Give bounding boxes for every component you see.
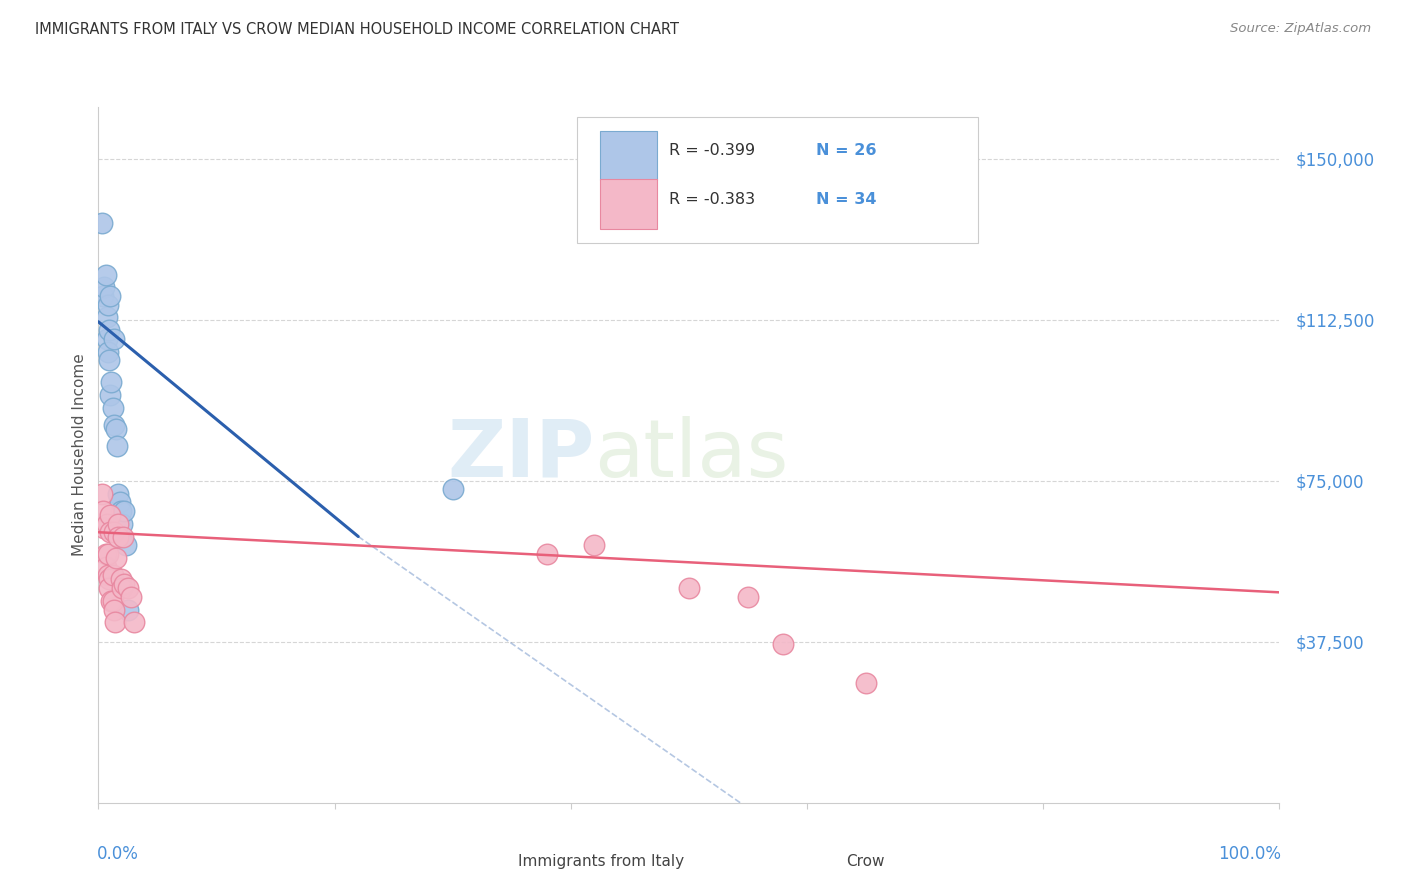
Point bbox=[105, 439, 128, 453]
Text: atlas: atlas bbox=[595, 416, 789, 494]
Point bbox=[91, 216, 114, 230]
Point bbox=[583, 538, 606, 552]
Point bbox=[91, 289, 114, 303]
Point bbox=[101, 594, 124, 608]
FancyBboxPatch shape bbox=[600, 179, 657, 229]
Text: Crow: Crow bbox=[846, 855, 884, 870]
Point bbox=[94, 559, 117, 574]
Point bbox=[117, 602, 139, 616]
Text: N = 26: N = 26 bbox=[817, 144, 877, 159]
Text: 0.0%: 0.0% bbox=[97, 845, 139, 863]
FancyBboxPatch shape bbox=[792, 842, 837, 881]
Point bbox=[105, 551, 128, 566]
Point bbox=[101, 568, 124, 582]
Text: Source: ZipAtlas.com: Source: ZipAtlas.com bbox=[1230, 22, 1371, 36]
Point bbox=[100, 594, 122, 608]
Point bbox=[112, 576, 135, 591]
Point bbox=[103, 417, 125, 432]
FancyBboxPatch shape bbox=[576, 118, 979, 243]
Point bbox=[678, 581, 700, 595]
Point bbox=[114, 538, 136, 552]
Point bbox=[94, 268, 117, 282]
Point bbox=[107, 529, 129, 543]
Point bbox=[98, 508, 121, 522]
Point bbox=[91, 486, 114, 500]
Point bbox=[122, 615, 145, 630]
Point bbox=[108, 495, 131, 509]
Point bbox=[772, 637, 794, 651]
Text: N = 34: N = 34 bbox=[817, 192, 877, 207]
Point bbox=[107, 516, 129, 531]
Point bbox=[93, 280, 115, 294]
Point bbox=[105, 422, 128, 436]
Text: R = -0.399: R = -0.399 bbox=[669, 144, 755, 159]
Point bbox=[98, 581, 121, 595]
Point bbox=[117, 581, 139, 595]
Point bbox=[111, 516, 134, 531]
Point bbox=[98, 353, 121, 368]
Text: 100.0%: 100.0% bbox=[1218, 845, 1281, 863]
Point bbox=[121, 590, 143, 604]
Point bbox=[536, 547, 558, 561]
Text: Immigrants from Italy: Immigrants from Italy bbox=[517, 855, 683, 870]
Point bbox=[112, 504, 135, 518]
Point bbox=[94, 547, 117, 561]
Point bbox=[104, 615, 127, 630]
Point bbox=[111, 581, 134, 595]
Point bbox=[107, 486, 129, 500]
Point bbox=[98, 323, 121, 337]
Point bbox=[91, 504, 114, 518]
Point bbox=[855, 675, 877, 690]
Point bbox=[737, 590, 759, 604]
Point bbox=[97, 547, 120, 561]
Y-axis label: Median Household Income: Median Household Income bbox=[72, 353, 87, 557]
Text: IMMIGRANTS FROM ITALY VS CROW MEDIAN HOUSEHOLD INCOME CORRELATION CHART: IMMIGRANTS FROM ITALY VS CROW MEDIAN HOU… bbox=[35, 22, 679, 37]
Point bbox=[101, 401, 124, 415]
Text: ZIP: ZIP bbox=[447, 416, 595, 494]
Point bbox=[98, 573, 121, 587]
Point bbox=[97, 568, 120, 582]
Point bbox=[98, 289, 121, 303]
FancyBboxPatch shape bbox=[461, 842, 506, 881]
Point bbox=[96, 332, 118, 346]
Point bbox=[103, 332, 125, 346]
Point bbox=[110, 504, 132, 518]
Point bbox=[96, 516, 118, 531]
FancyBboxPatch shape bbox=[600, 130, 657, 180]
Point bbox=[97, 344, 120, 359]
Point bbox=[103, 525, 125, 540]
Point bbox=[98, 388, 121, 402]
Point bbox=[97, 297, 120, 311]
Text: R = -0.383: R = -0.383 bbox=[669, 192, 755, 207]
Point bbox=[110, 573, 132, 587]
Point bbox=[441, 483, 464, 497]
Point bbox=[98, 525, 121, 540]
Point bbox=[103, 602, 125, 616]
Point bbox=[96, 310, 118, 325]
Point bbox=[100, 375, 122, 389]
Point bbox=[112, 529, 135, 543]
Point bbox=[93, 521, 115, 535]
